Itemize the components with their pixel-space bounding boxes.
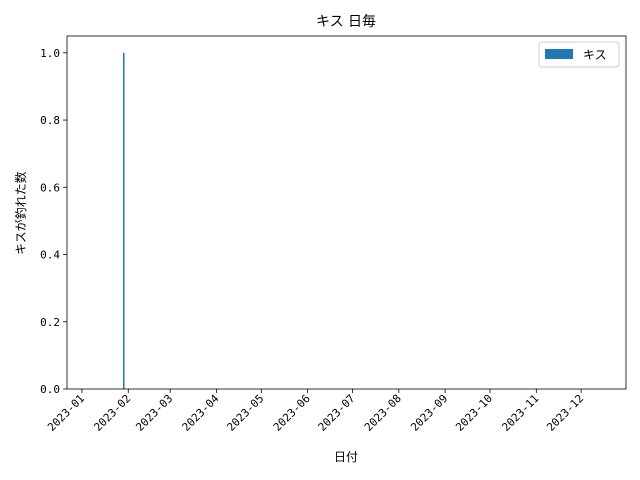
y-tick-label: 0.4	[40, 249, 60, 262]
y-tick-label: 1.0	[40, 47, 60, 60]
y-axis-ticks: 0.0 0.2 0.4 0.6 0.8 1.0	[40, 47, 67, 396]
y-tick-label: 0.6	[40, 181, 60, 194]
bar-series	[123, 52, 125, 390]
legend-label: キス	[583, 48, 607, 62]
axes-frame	[66, 35, 627, 390]
legend: キス	[538, 41, 620, 68]
legend-swatch	[545, 49, 573, 59]
x-axis-label: 日付	[334, 450, 358, 464]
y-axis-label: キスが釣れた数	[13, 171, 28, 255]
legend-box	[538, 41, 620, 68]
y-tick-label: 0.0	[40, 383, 60, 396]
y-tick-label: 0.8	[40, 114, 60, 127]
y-tick-label: 0.2	[40, 316, 60, 329]
chart-title: キス 日毎	[316, 14, 376, 30]
bar	[123, 52, 125, 390]
